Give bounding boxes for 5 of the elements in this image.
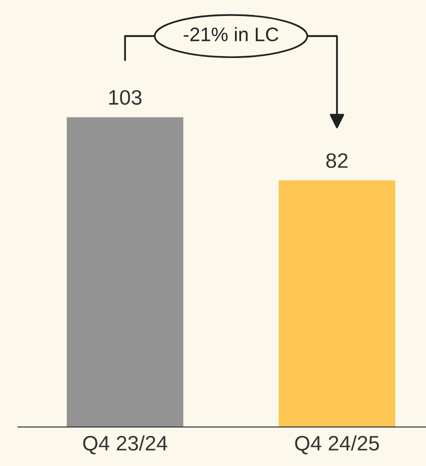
x-tick-label: Q4 24/25 — [295, 435, 379, 454]
annotation: -21% in LC — [184, 27, 278, 42]
x-tick-label: Q4 23/24 — [83, 435, 168, 454]
data-label: 103 — [109, 90, 142, 105]
data-label: 82 — [326, 153, 348, 168]
